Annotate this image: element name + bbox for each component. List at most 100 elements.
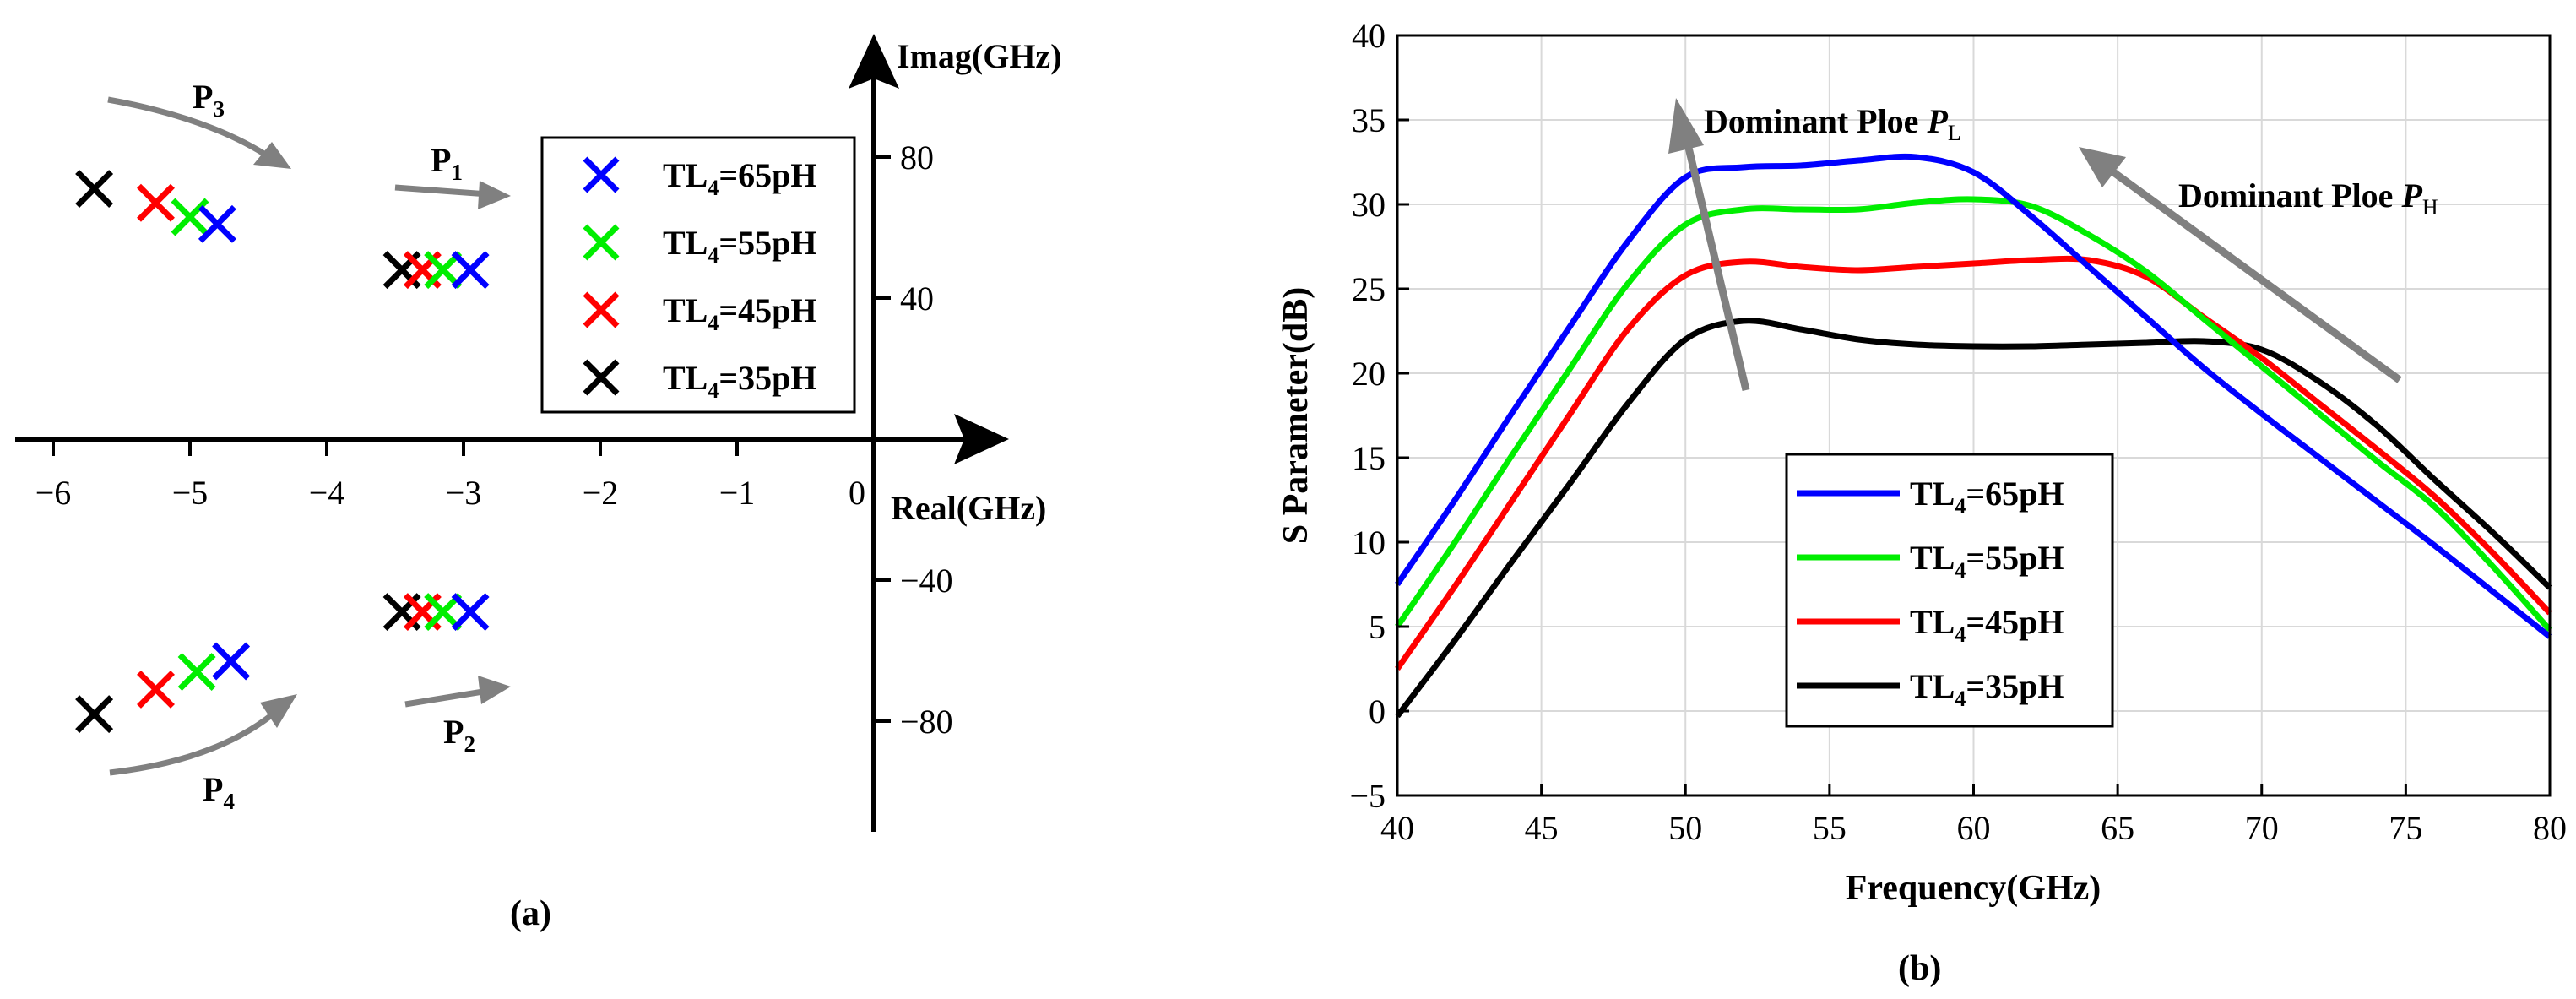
legend-b-label: TL4=45pH bbox=[1910, 603, 2064, 647]
panel-b-caption: (b) bbox=[1898, 949, 1941, 988]
series-line bbox=[1395, 255, 2552, 671]
frequency-axis-ticks: 40 45 50 55 60 65 70 75 80 bbox=[1380, 784, 2567, 847]
imag-tick-label: −80 bbox=[900, 703, 953, 741]
legend-a-label: TL4=45pH bbox=[663, 291, 817, 335]
p1-base: P bbox=[431, 141, 451, 179]
s-parameter-tick-label: 40 bbox=[1352, 17, 1386, 55]
frequency-tick-label: 65 bbox=[2101, 809, 2134, 847]
legend-b-label-sub: 4 bbox=[1955, 687, 1966, 711]
dominant-pole-l-label: Dominant Ploe PL bbox=[1704, 102, 1961, 145]
legend-b-box bbox=[1785, 453, 2114, 728]
frequency-tick-label: 70 bbox=[2245, 809, 2279, 847]
real-tick-label: 0 bbox=[849, 474, 865, 512]
series-lines-b bbox=[1395, 153, 2552, 719]
series-line bbox=[1395, 318, 2552, 719]
real-tick-label: −5 bbox=[172, 474, 209, 512]
legend-b-label: TL4=65pH bbox=[1910, 475, 2064, 519]
pole-markers bbox=[75, 170, 490, 734]
legend-b-label-base: TL bbox=[1910, 475, 1955, 513]
pole-label-p2: P2 bbox=[443, 713, 475, 757]
p4-arrow bbox=[109, 707, 281, 776]
dominant-pole-h-label: Dominant Ploe PH bbox=[2178, 176, 2438, 220]
legend-a-label-rest: =55pH bbox=[719, 224, 816, 262]
p2-sub: 2 bbox=[464, 731, 475, 757]
real-axis-arrowhead bbox=[954, 414, 1009, 464]
y-axis-label-b: S Parameter(dB) bbox=[1277, 287, 1315, 544]
panel-a-caption: (a) bbox=[510, 894, 551, 933]
s-parameter-tick-label: 25 bbox=[1352, 270, 1386, 308]
s-parameter-tick-label: 35 bbox=[1352, 101, 1386, 139]
real-axis-ticks: −6 −5 −4 −3 −2 −1 0 bbox=[35, 439, 865, 512]
pole-movement-arrows bbox=[107, 96, 511, 776]
pole-marker bbox=[137, 670, 175, 709]
real-tick-label: −3 bbox=[446, 474, 482, 512]
pole-marker bbox=[75, 695, 114, 734]
s-parameter-tick-label: 15 bbox=[1352, 439, 1386, 477]
p2-base: P bbox=[443, 713, 464, 751]
real-tick-label: −6 bbox=[35, 474, 72, 512]
p1-sub: 1 bbox=[451, 160, 463, 185]
legend-b-label-base: TL bbox=[1910, 539, 1955, 577]
imag-tick-label: 80 bbox=[900, 138, 934, 176]
legend-a-label-base: TL bbox=[663, 291, 708, 329]
legend-a-marker bbox=[583, 224, 620, 261]
legend-a-label-base: TL bbox=[663, 359, 708, 397]
dominant-pole-arrows bbox=[1668, 98, 2402, 392]
frequency-tick-label: 50 bbox=[1668, 809, 1702, 847]
imag-tick-label: −40 bbox=[900, 562, 953, 600]
ph-italic: P bbox=[2400, 176, 2422, 214]
s-parameter-chart: 40 45 50 55 60 65 70 75 80 −5 0 5 10 15 20 25 30 35 40 Fr… bbox=[1277, 17, 2567, 988]
p3-base: P bbox=[193, 78, 213, 116]
legend-b-label-rest: =65pH bbox=[1966, 475, 2064, 513]
frequency-tick-label: 55 bbox=[1813, 809, 1847, 847]
real-axis-label: Real(GHz) bbox=[891, 489, 1046, 527]
frequency-tick-label: 45 bbox=[1525, 809, 1559, 847]
pole-marker bbox=[198, 204, 236, 243]
pl-italic: P bbox=[1926, 102, 1948, 140]
real-tick-label: −4 bbox=[309, 474, 345, 512]
p3-arrowhead bbox=[253, 142, 291, 169]
s-parameter-tick-label: 0 bbox=[1369, 692, 1386, 730]
pole-marker bbox=[177, 653, 216, 692]
imag-axis-label: Imag(GHz) bbox=[897, 37, 1062, 75]
legend-b-label-rest: =35pH bbox=[1966, 667, 2064, 705]
legend-a-label-base: TL bbox=[663, 224, 708, 262]
legend-b-label-base: TL bbox=[1910, 667, 1955, 705]
pole-marker bbox=[451, 251, 490, 290]
imag-axis-arrowhead bbox=[849, 34, 899, 89]
pl-arrowhead bbox=[1668, 98, 1704, 154]
pole-marker bbox=[424, 251, 463, 290]
ph-arrowhead bbox=[2079, 147, 2126, 187]
legend-a-label: TL4=55pH bbox=[663, 224, 817, 268]
pole-marker bbox=[424, 593, 463, 632]
s-parameter-tick-label: 20 bbox=[1352, 355, 1386, 393]
legend-a-label-rest: =35pH bbox=[719, 359, 816, 397]
frequency-tick-label: 40 bbox=[1380, 809, 1414, 847]
legend-b-label-rest: =45pH bbox=[1966, 603, 2064, 641]
p1-arrowhead bbox=[478, 181, 511, 209]
pole-marker bbox=[75, 170, 114, 209]
series-line bbox=[1395, 196, 2552, 633]
imag-tick-label: 40 bbox=[900, 280, 934, 318]
legend-a-label-sub: 4 bbox=[708, 243, 719, 268]
p2-arrowhead bbox=[478, 676, 511, 704]
pole-marker bbox=[137, 183, 175, 222]
legend-b-label-rest: =55pH bbox=[1966, 539, 2064, 577]
ph-arrow bbox=[2104, 164, 2402, 383]
legend-a-marker bbox=[583, 359, 620, 396]
legend-a-label-sub: 4 bbox=[708, 378, 719, 403]
x-axis-label-b: Frequency(GHz) bbox=[1846, 869, 2101, 908]
ph-sub: H bbox=[2422, 195, 2438, 220]
frequency-tick-label: 80 bbox=[2533, 809, 2567, 847]
s-parameter-tick-label: 30 bbox=[1352, 186, 1386, 224]
real-tick-label: −1 bbox=[719, 474, 756, 512]
series-line bbox=[1395, 153, 2552, 639]
pole-marker bbox=[451, 593, 490, 632]
legend-a-marker bbox=[583, 156, 620, 193]
frequency-tick-label: 75 bbox=[2389, 809, 2422, 847]
legend-b-label-base: TL bbox=[1910, 603, 1955, 641]
pole-label-p4: P4 bbox=[203, 770, 235, 814]
